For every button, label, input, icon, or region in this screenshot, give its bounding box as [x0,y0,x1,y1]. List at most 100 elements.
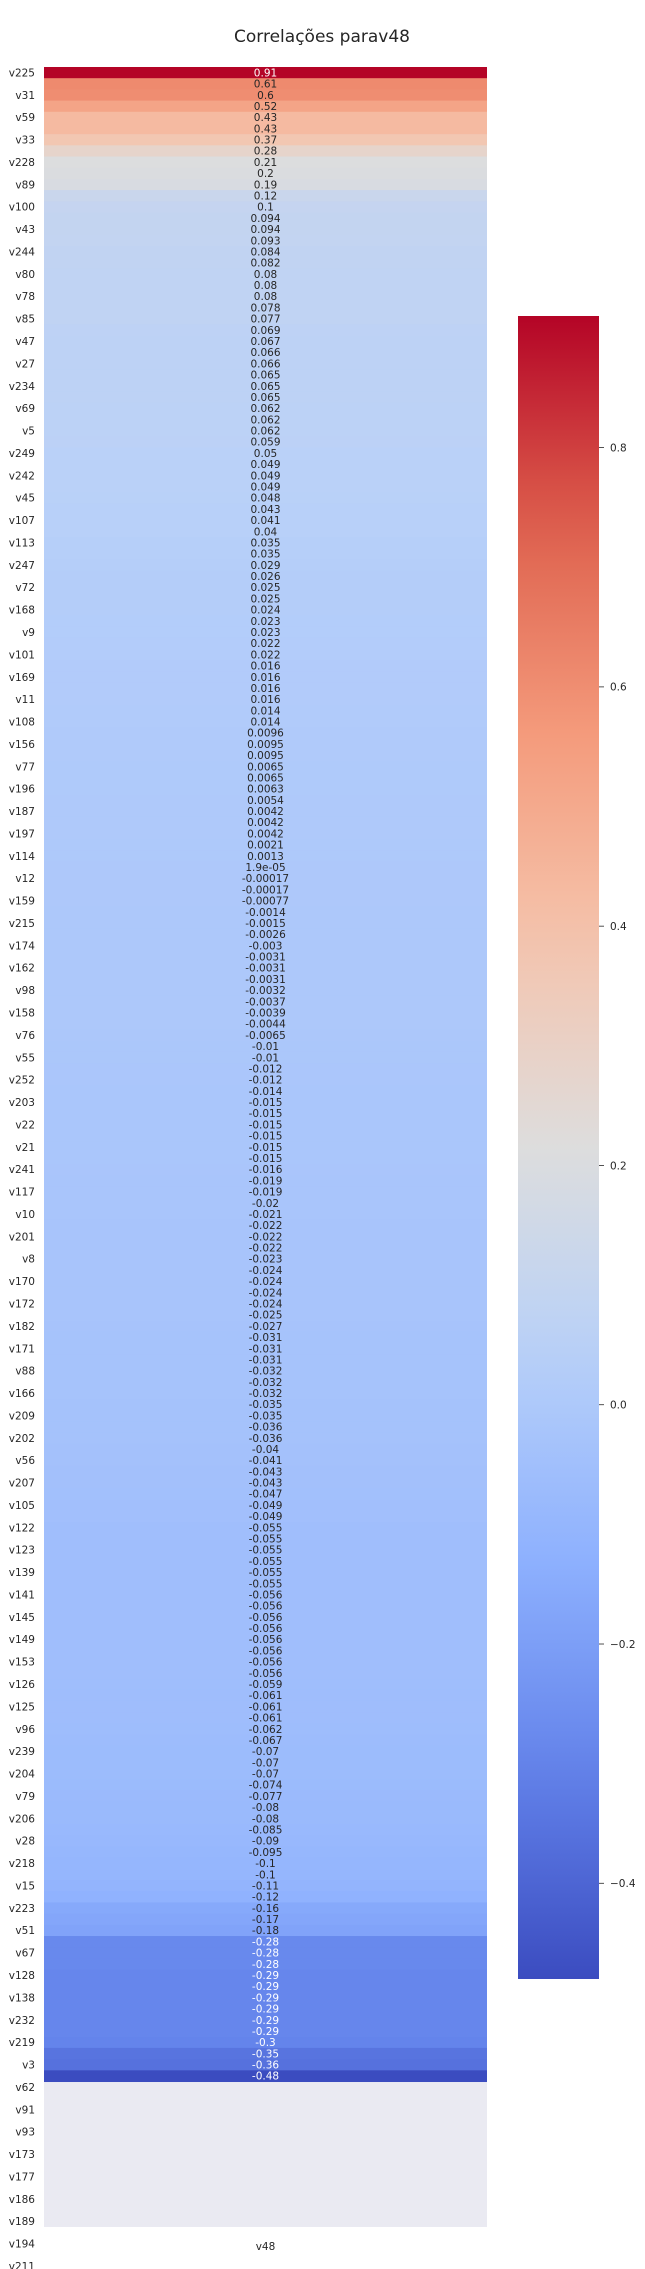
cell-annotation: 0.05 [254,448,277,460]
cell-annotation: -0.29 [252,2004,279,2016]
x-axis-tick-labels: v48 [256,2241,276,2253]
y-tick-label: v186 [9,2194,36,2206]
heatmap-cell [44,1936,487,1948]
heatmap-cell [44,1174,487,1187]
cell-annotation: 0.041 [250,515,280,527]
heatmap-cell [44,1645,487,1657]
cell-annotation: -0.003 [249,940,283,952]
cell-annotation: -0.11 [252,1880,279,1892]
heatmap-cell [44,615,487,628]
heatmap-cell [44,1007,487,1019]
heatmap-cell [44,794,487,807]
cell-annotation: 0.062 [250,426,280,438]
y-tick-label: v27 [15,358,35,370]
cell-annotation: 0.082 [250,258,280,270]
heatmap-cell [44,1611,487,1624]
heatmap-cell [44,100,487,113]
cell-annotation: -0.067 [249,1735,283,1747]
y-tick-label: v88 [15,1366,35,1378]
cell-annotation: -0.0037 [245,996,286,1008]
heatmap-cell [44,1477,487,1489]
heatmap-cell [44,1924,487,1937]
heatmap-cell [44,1208,487,1221]
cell-annotation: -0.047 [249,1489,283,1501]
heatmap-cell [44,1275,487,1288]
heatmap-cell [44,1622,487,1635]
heatmap-cell [44,984,487,997]
heatmap-cell [44,1521,487,1534]
y-tick-label: v223 [9,1903,35,1915]
cell-annotation: 0.61 [254,79,277,91]
y-tick-label: v101 [9,649,35,661]
colorbar-tick-label: 0.6 [610,682,627,694]
y-tick-label: v9 [22,627,35,639]
heatmap-cell [44,369,487,381]
heatmap-cell [44,760,487,773]
y-tick-label: v98 [15,985,35,997]
cell-annotation: -0.061 [249,1701,283,1713]
heatmap-cell [44,257,487,269]
cell-annotation: -0.035 [249,1399,283,1411]
y-tick-label: v239 [9,1746,35,1758]
cell-annotation: 0.43 [254,112,277,124]
heatmap-cell [44,290,487,303]
y-tick-label: v173 [9,2149,35,2161]
cell-annotation: -0.014 [249,1086,283,1098]
heatmap-cell [44,537,487,549]
y-tick-label: v113 [9,537,35,549]
y-tick-label: v62 [15,2082,35,2094]
heatmap-cell [44,234,487,247]
heatmap-cell [44,167,487,180]
cell-annotation: -0.055 [249,1578,283,1590]
heatmap-cell [44,604,487,616]
cell-annotation: 0.062 [250,403,280,415]
heatmap-cell [44,626,487,639]
cell-annotation: -0.061 [249,1713,283,1725]
y-tick-label: v247 [9,560,35,572]
heatmap-cell [44,671,487,684]
y-tick-label: v177 [9,2171,35,2183]
heatmap-cell [44,1857,487,1870]
y-tick-label: v156 [9,739,36,751]
heatmap-cell [44,145,487,158]
colorbar-tick-label: 0.4 [610,921,627,933]
y-tick-label: v170 [9,1276,35,1288]
cell-annotation: -0.024 [249,1265,283,1277]
cell-annotation: 0.0054 [247,795,284,807]
y-tick-label: v168 [9,605,35,617]
y-tick-label: v169 [9,672,35,684]
y-tick-label: v15 [15,1880,35,1892]
y-tick-label: v43 [15,224,35,236]
cell-annotation: -0.0014 [245,907,286,919]
heatmap-cell [44,1130,487,1142]
cell-annotation: -0.023 [249,1254,283,1266]
heatmap-cell [44,425,487,437]
cell-annotation: -0.0015 [245,918,286,930]
y-tick-label: v197 [9,828,35,840]
cell-annotation: 0.016 [250,694,280,706]
y-tick-label: v203 [9,1097,35,1109]
cell-annotation: -0.059 [249,1679,283,1691]
heatmap-cell [44,749,487,762]
colorbar-tick-label: −0.4 [610,1878,636,1890]
cell-annotation: -0.0031 [245,952,286,964]
cell-annotation: -0.043 [249,1466,283,1478]
cell-annotation: 0.016 [250,661,280,673]
y-tick-label: v93 [15,2127,35,2139]
cell-annotation: 0.029 [250,560,280,572]
heatmap-cell [44,1958,487,1971]
heatmap-cell [44,1331,487,1344]
y-tick-label: v33 [15,135,35,147]
heatmap-cell [44,481,487,493]
cell-annotation: 0.067 [250,336,280,348]
heatmap-cell [44,1197,487,1210]
y-tick-label: v89 [15,179,35,191]
heatmap-cell [44,1387,487,1400]
cell-annotation: 0.0013 [247,851,284,863]
y-tick-label: v232 [9,2015,35,2027]
heatmap-cell [44,1499,487,1512]
heatmap-cell [44,1600,487,1612]
cell-annotation: 1.9e-05 [245,862,285,874]
colorbar-gradient [518,316,599,1979]
x-tick-label: v48 [256,2241,276,2253]
